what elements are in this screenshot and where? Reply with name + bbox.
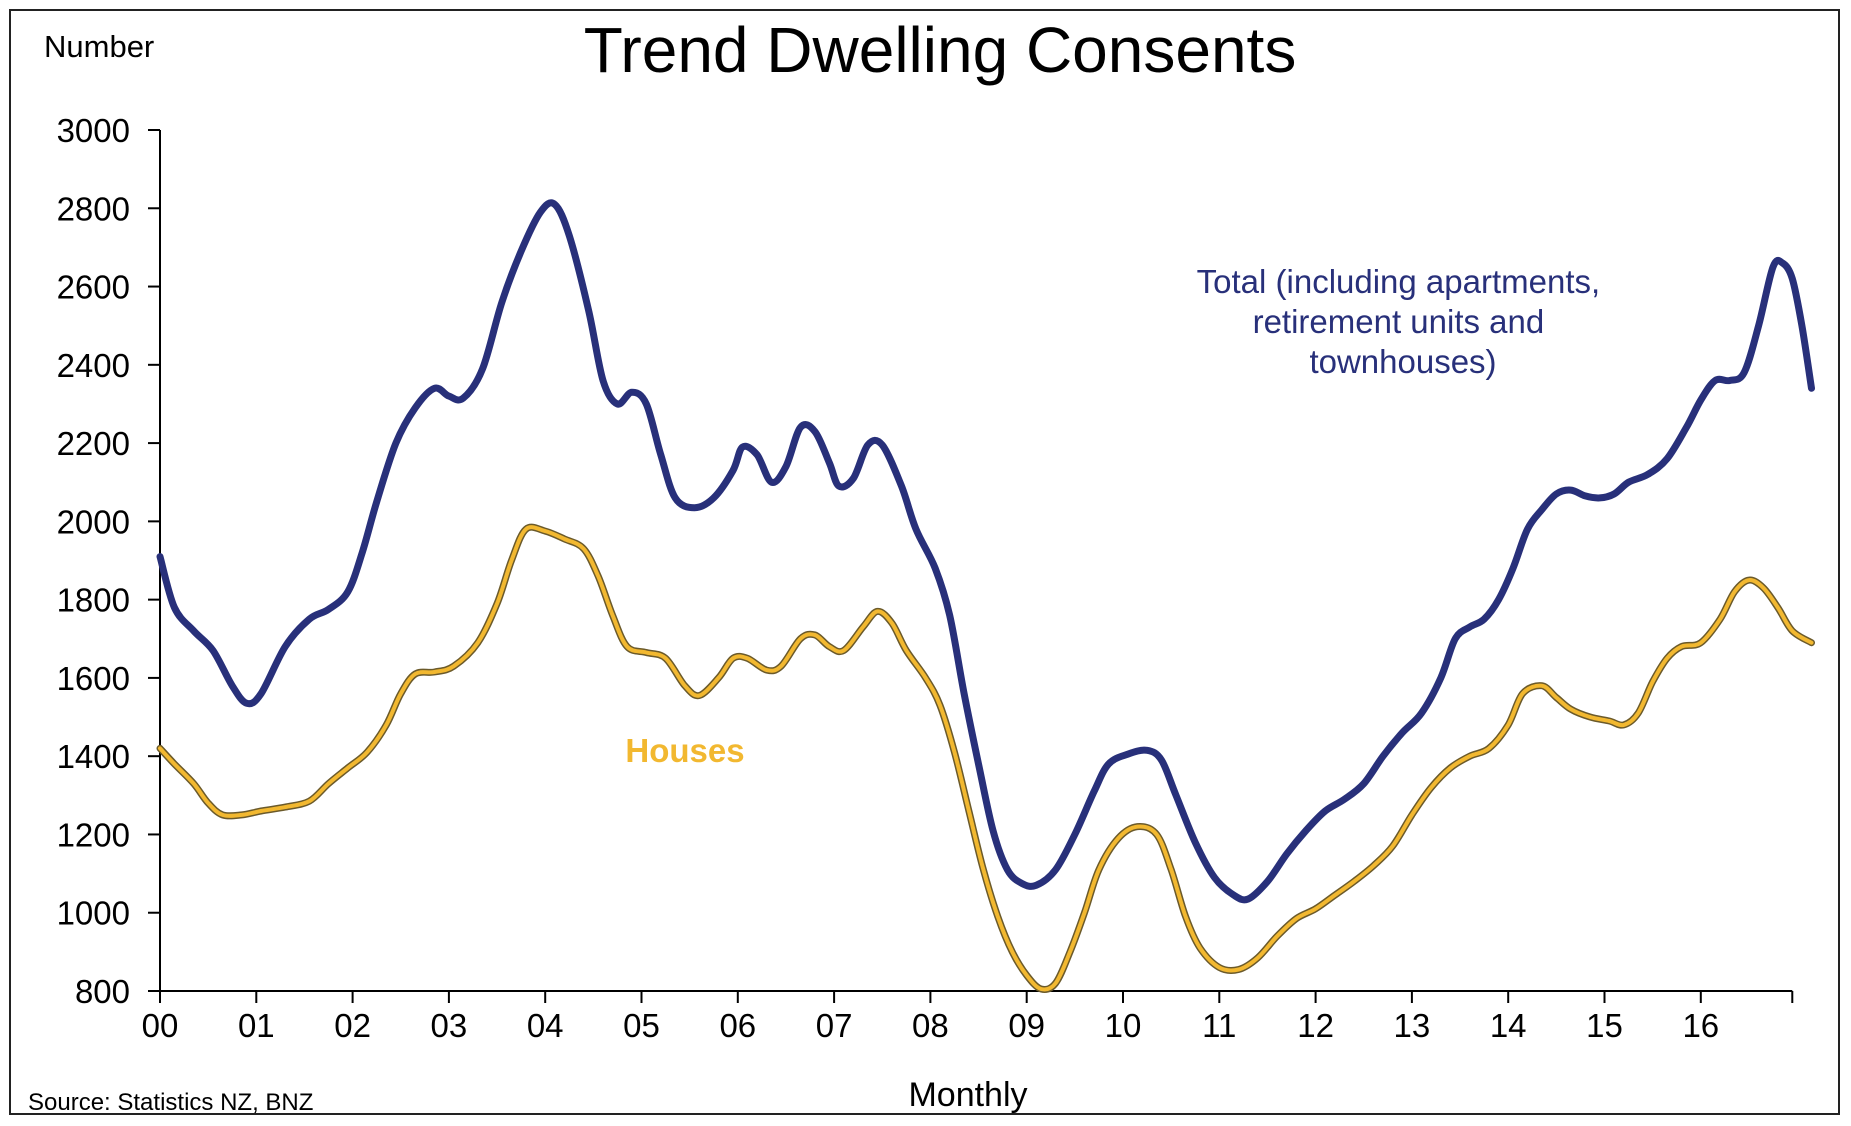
x-tick-label: 06 (719, 1007, 756, 1044)
x-tick-label: 07 (816, 1007, 853, 1044)
y-tick-label: 2600 (57, 269, 130, 306)
y-tick-label: 2200 (57, 425, 130, 462)
x-tick-label: 05 (623, 1007, 660, 1044)
y-tick-label: 800 (75, 973, 130, 1010)
x-tick-label: 12 (1297, 1007, 1334, 1044)
houses-series-line (158, 525, 1814, 992)
y-tick-label: 1000 (57, 895, 130, 932)
x-tick-label: 03 (431, 1007, 468, 1044)
houses-series-label: Houses (625, 732, 744, 769)
x-tick-label: 11 (1202, 1007, 1236, 1044)
y-tick-label: 1600 (57, 660, 130, 697)
x-axis-label: Monthly (908, 1076, 1027, 1114)
x-tick-label: 02 (334, 1007, 371, 1044)
x-tick-label: 08 (912, 1007, 949, 1044)
y-tick-label: 2000 (57, 503, 130, 540)
y-tick-label: 3000 (57, 112, 130, 149)
source-note: Source: Statistics NZ, BNZ (28, 1089, 313, 1116)
x-tick-label: 16 (1682, 1007, 1719, 1044)
y-tick-label: 2800 (57, 190, 130, 227)
x-tick-label: 13 (1394, 1007, 1431, 1044)
series-layer (156, 199, 1815, 994)
x-tick-label: 14 (1490, 1007, 1527, 1044)
houses-series-line-outline (156, 523, 1815, 994)
x-tick-label: 09 (1008, 1007, 1045, 1044)
x-tick-label: 01 (238, 1007, 275, 1044)
x-tick-label: 04 (527, 1007, 564, 1044)
y-tick-label: 1800 (57, 582, 130, 619)
y-axis-ticks: 800 1000 1200 1400 1600 1800 2000 2200 2400 2600 2… (57, 112, 160, 1010)
x-tick-label: 15 (1586, 1007, 1623, 1044)
y-tick-label: 2400 (57, 347, 130, 384)
x-tick-label: 10 (1105, 1007, 1142, 1044)
y-axis-unit-label: Number (44, 29, 154, 64)
x-tick-label: 00 (142, 1007, 179, 1044)
y-tick-label: 1200 (57, 816, 130, 853)
total-series-label: Total (including apartments, retirement … (1197, 263, 1610, 380)
chart-title: Trend Dwelling Consents (584, 14, 1297, 86)
axes (159, 130, 1793, 992)
total-series-line (156, 199, 1815, 904)
y-tick-label: 1400 (57, 738, 130, 775)
x-axis-ticks: 00 01 02 03 04 05 06 07 08 09 10 11 12 13 14 15 16 (142, 991, 1794, 1044)
chart-frame (9, 9, 1840, 1115)
